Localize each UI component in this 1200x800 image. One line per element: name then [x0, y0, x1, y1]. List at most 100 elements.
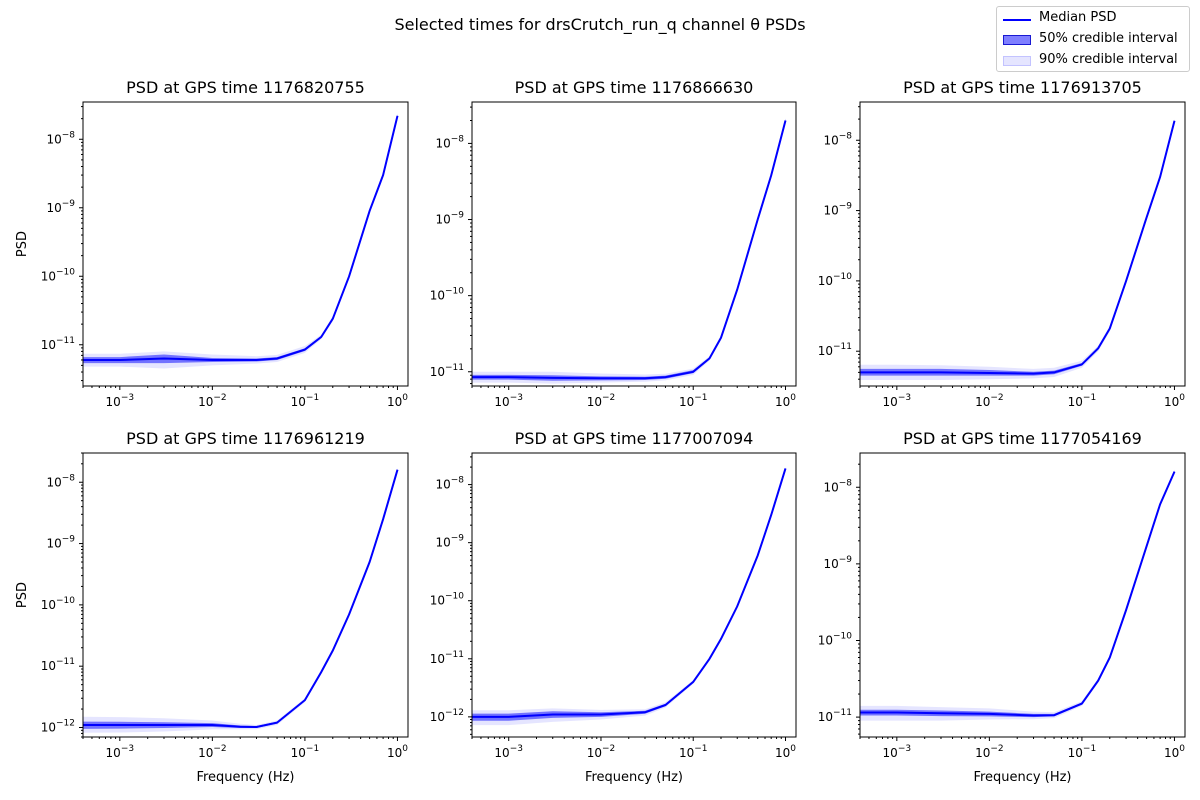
y-tick-label: 10−11 [41, 657, 75, 673]
band-50 [860, 470, 1175, 718]
panel-title: PSD at GPS time 1176913705 [903, 78, 1142, 97]
x-tick-label: 10−3 [106, 393, 135, 409]
median-line [860, 471, 1176, 717]
x-tick-label: 100 [1164, 744, 1185, 760]
x-tick-label: 10−1 [679, 744, 708, 760]
plot-area [860, 469, 1176, 721]
panel-title: PSD at GPS time 1177007094 [515, 429, 754, 448]
x-tick-label: 10−3 [883, 393, 912, 409]
x-axis-label: Frequency (Hz) [973, 770, 1071, 785]
x-tick-label: 10−3 [883, 744, 912, 760]
x-tick-label: 10−1 [679, 393, 708, 409]
x-tick-label: 10−2 [587, 744, 616, 760]
x-tick-label: 100 [1164, 393, 1185, 409]
plot-area [472, 467, 787, 726]
x-tick-label: 10−3 [494, 393, 523, 409]
y-tick-label: 10−10 [430, 592, 465, 608]
x-tick-label: 10−2 [975, 744, 1004, 760]
band-50 [83, 114, 398, 364]
y-tick-label: 10−11 [818, 708, 852, 724]
band-90 [83, 468, 398, 733]
y-tick-label: 10−8 [823, 478, 852, 494]
band-50 [860, 119, 1175, 376]
y-tick-label: 10−10 [41, 596, 76, 612]
y-tick-label: 10−9 [46, 199, 75, 215]
panels: 10−3 10−2 10−1 100 10−11 10−10 10−9 10−8 PSD at … [15, 78, 1186, 785]
median-line [472, 120, 787, 380]
panel-5: 10−3 10−2 10−1 100 10−12 10−11 10−10 10−9 10−8 PS… [430, 429, 797, 785]
band-90 [860, 119, 1175, 380]
x-axis-label: Frequency (Hz) [196, 770, 294, 785]
plot-area [83, 113, 399, 369]
panel-title: PSD at GPS time 1176820755 [126, 78, 365, 97]
median-line [860, 120, 1176, 375]
x-tick-label: 100 [775, 393, 796, 409]
x-tick-label: 10−2 [975, 393, 1004, 409]
median-line [83, 115, 399, 361]
y-tick-label: 10−9 [823, 202, 852, 218]
legend-label-50: 50% credible interval [1039, 31, 1178, 46]
x-tick-label: 10−2 [198, 393, 227, 409]
band-50 [472, 118, 786, 381]
axes-frame [471, 452, 797, 738]
y-tick-label: 10−8 [435, 476, 464, 492]
panel-3: 10−3 10−2 10−1 100 10−11 10−10 10−9 10−8 PSD at … [818, 78, 1186, 409]
x-tick-label: 10−1 [1068, 744, 1097, 760]
y-tick-label: 10−10 [430, 287, 465, 303]
panel-1: 10−3 10−2 10−1 100 10−11 10−10 10−9 10−8 PSD at … [15, 78, 409, 409]
legend: Median PSD 50% credible interval 90% cre… [996, 6, 1190, 72]
y-tick-label: 10−11 [430, 363, 464, 379]
panel-title: PSD at GPS time 1177054169 [903, 429, 1142, 448]
y-tick-label: 10−8 [46, 130, 75, 146]
band-90 [472, 118, 786, 384]
band-50 [83, 468, 398, 729]
x-tick-label: 100 [387, 744, 408, 760]
y-tick-label: 10−8 [823, 131, 852, 147]
band-90 [83, 113, 398, 369]
plot-area [472, 118, 787, 384]
y-tick-label: 10−11 [41, 336, 75, 352]
x-tick-label: 10−2 [587, 393, 616, 409]
median-line [472, 468, 787, 718]
y-tick-label: 10−9 [435, 211, 464, 227]
panel-title: PSD at GPS time 1176961219 [126, 429, 365, 448]
y-tick-label: 10−9 [435, 534, 464, 550]
legend-item-median: Median PSD [997, 9, 1189, 29]
x-tick-label: 10−1 [291, 393, 320, 409]
axes-frame [859, 101, 1186, 387]
x-tick-label: 100 [387, 393, 408, 409]
x-tick-label: 10−3 [106, 744, 135, 760]
y-tick-label: 10−12 [430, 708, 464, 724]
x-tick-label: 10−1 [291, 744, 320, 760]
x-axis-label: Frequency (Hz) [585, 770, 683, 785]
axes-frame [82, 452, 409, 738]
band-90 [472, 467, 786, 726]
panel-6: 10−3 10−2 10−1 100 10−11 10−10 10−9 10−8 PSD at … [818, 429, 1186, 785]
legend-label-median: Median PSD [1039, 10, 1117, 25]
x-tick-label: 10−2 [198, 744, 227, 760]
y-tick-label: 10−8 [435, 134, 464, 150]
y-tick-label: 10−9 [823, 555, 852, 571]
y-axis-label: PSD [15, 231, 30, 257]
plot-area [860, 119, 1176, 380]
figure-title: Selected times for drsCrutch_run_q chann… [394, 15, 805, 35]
y-tick-label: 10−10 [41, 267, 76, 283]
y-tick-label: 10−11 [430, 650, 464, 666]
y-tick-label: 10−11 [818, 342, 852, 358]
y-tick-label: 10−8 [46, 473, 75, 489]
y-tick-label: 10−9 [46, 535, 75, 551]
axes-frame [859, 452, 1186, 738]
x-tick-label: 10−1 [1068, 393, 1097, 409]
x-tick-label: 100 [775, 744, 796, 760]
panel-2: 10−3 10−2 10−1 100 10−11 10−10 10−9 10−8 PSD at … [430, 78, 797, 409]
x-tick-label: 10−3 [494, 744, 523, 760]
median-line [83, 469, 399, 729]
y-tick-label: 10−10 [818, 631, 853, 647]
band-90 [860, 469, 1175, 721]
y-axis-label: PSD [15, 582, 30, 608]
axes-frame [471, 101, 797, 387]
band-50 [472, 467, 786, 721]
legend-item-90: 90% credible interval [997, 51, 1189, 71]
plot-area [83, 468, 399, 733]
